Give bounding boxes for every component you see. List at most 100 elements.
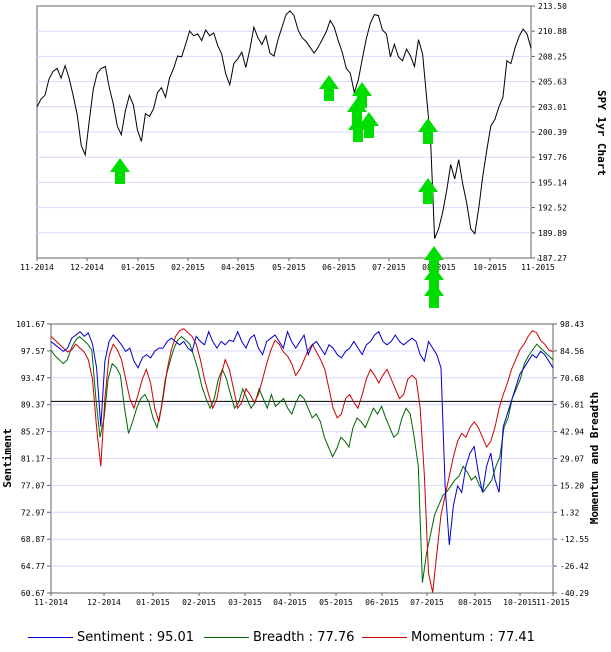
legend-item-breadth: Breadth : 77.76 bbox=[204, 630, 354, 645]
spy-x-tick-label: 05-2015 bbox=[272, 263, 306, 272]
spy-x-tick-label: 11-2015 bbox=[521, 263, 555, 272]
momentum-line bbox=[50, 328, 554, 593]
sentiment-y-tick-label: 97.57 bbox=[21, 347, 45, 356]
sentiment-y-tick-label: 101.67 bbox=[16, 320, 45, 329]
momentum-y-tick-label: 15.20 bbox=[560, 481, 584, 490]
spy-x-tick-label: 01-2015 bbox=[121, 263, 155, 272]
momentum-y-tick-label: 1.32 bbox=[560, 508, 579, 517]
legend-label-momentum: Momentum bbox=[411, 630, 486, 645]
green-up-arrow-icon bbox=[418, 178, 438, 204]
sentiment-y-tick-label: 93.47 bbox=[21, 374, 45, 383]
spy-y-tick-label: 187.27 bbox=[538, 254, 567, 263]
spy-x-tick-label: 11-2014 bbox=[20, 263, 54, 272]
sentiment-chart-x-ticks: 11-2014 12-2014 01-2015 02-2015 03-2015 04-20… bbox=[34, 593, 570, 607]
momentum-y-tick-label: 42.94 bbox=[560, 428, 584, 437]
momentum-y-tick-label: 70.68 bbox=[560, 374, 584, 383]
spy-chart-y-ticks: 213.50 210.88 208.25 205.63 203.01 200.39 197.… bbox=[531, 2, 567, 263]
sentiment-y-tick-label: 64.77 bbox=[21, 562, 45, 571]
legend-swatch-breadth bbox=[204, 637, 249, 638]
sentiment-x-tick-label: 02-2015 bbox=[182, 598, 216, 607]
momentum-y-tick-label: -26.42 bbox=[560, 562, 589, 571]
legend-swatch-sentiment bbox=[28, 637, 73, 638]
spy-y-tick-label: 189.89 bbox=[538, 229, 567, 238]
spy-x-tick-label: 02-2015 bbox=[171, 263, 205, 272]
momentum-y-tick-label: -40.29 bbox=[560, 589, 589, 598]
sentiment-x-tick-label: 03-2015 bbox=[228, 598, 262, 607]
spy-x-tick-label: 06-2015 bbox=[322, 263, 356, 272]
green-up-arrow-icon bbox=[347, 98, 367, 124]
spy-y-tick-label: 210.88 bbox=[538, 27, 567, 36]
legend: Sentiment : 95.01 Breadth : 77.76 Moment… bbox=[0, 628, 611, 650]
spy-x-tick-label: 04-2015 bbox=[221, 263, 255, 272]
spy-y-tick-label: 195.14 bbox=[538, 178, 567, 187]
sentiment-y-ticks-left: 101.67 97.57 93.47 89.37 85.27 81.17 77.07 72.9… bbox=[16, 320, 51, 598]
momentum-breadth-ylabel: Momentum and Breadth bbox=[588, 392, 601, 524]
sentiment-line bbox=[50, 330, 554, 545]
spy-x-tick-label: 12-2014 bbox=[70, 263, 104, 272]
spy-x-tick-label: 10-2015 bbox=[473, 263, 507, 272]
green-up-arrow-icon bbox=[424, 246, 444, 272]
spy-chart-x-ticks: 11-2014 12-2014 01-2015 02-2015 04-2015 05-20… bbox=[20, 258, 555, 272]
momentum-y-tick-label: 56.81 bbox=[560, 401, 584, 410]
sentiment-x-tick-label: 08-2015 bbox=[458, 598, 492, 607]
spy-price-line bbox=[36, 10, 532, 239]
legend-colon: : bbox=[485, 630, 498, 645]
sentiment-x-tick-label: 12-2014 bbox=[87, 598, 121, 607]
green-up-arrow-icon bbox=[424, 282, 444, 308]
sentiment-chart-grid bbox=[51, 350, 553, 567]
sentiment-y-tick-label: 68.87 bbox=[21, 535, 45, 544]
spy-chart-ylabel: SPY 1yr Chart bbox=[595, 90, 608, 176]
legend-item-sentiment: Sentiment : 95.01 bbox=[28, 630, 194, 645]
legend-swatch-momentum bbox=[362, 637, 407, 638]
green-up-arrow-icon bbox=[359, 112, 379, 138]
sentiment-y-tick-label: 89.37 bbox=[21, 401, 45, 410]
momentum-y-tick-label: 98.43 bbox=[560, 320, 584, 329]
sentiment-chart: 101.67 97.57 93.47 89.37 85.27 81.17 77.07 72.9… bbox=[1, 320, 601, 607]
sentiment-x-tick-label: 11-2014 bbox=[34, 598, 68, 607]
spy-y-tick-label: 208.25 bbox=[538, 52, 567, 61]
spy-y-tick-label: 200.39 bbox=[538, 128, 567, 137]
spy-y-tick-label: 203.01 bbox=[538, 103, 567, 112]
spy-chart-grid bbox=[37, 30, 531, 234]
sentiment-y-tick-label: 81.17 bbox=[21, 455, 45, 464]
legend-value-sentiment: 95.01 bbox=[156, 630, 195, 645]
green-up-arrow-icon bbox=[418, 118, 438, 144]
sentiment-x-tick-label: 01-2015 bbox=[136, 598, 170, 607]
spy-chart: 213.50 210.88 208.25 205.63 203.01 200.39 197.… bbox=[20, 2, 608, 308]
green-up-arrow-icon bbox=[348, 116, 368, 142]
green-up-arrow-icon bbox=[319, 75, 339, 101]
legend-value-momentum: 77.41 bbox=[497, 630, 535, 645]
sentiment-y-tick-label: 60.67 bbox=[21, 589, 45, 598]
green-up-arrow-icon bbox=[110, 158, 130, 184]
spy-x-tick-label: 08-2015 bbox=[422, 263, 456, 272]
spy-y-tick-label: 192.52 bbox=[538, 204, 567, 213]
legend-label-breadth: Breadth bbox=[253, 630, 305, 645]
spy-y-tick-label: 197.76 bbox=[538, 153, 567, 162]
sentiment-x-tick-label: 05-2015 bbox=[319, 598, 353, 607]
green-up-arrow-icon bbox=[424, 266, 444, 292]
spy-y-tick-label: 205.63 bbox=[538, 78, 567, 87]
buy-signal-arrows bbox=[110, 75, 444, 308]
sentiment-ylabel: Sentiment bbox=[1, 428, 14, 488]
momentum-y-tick-label: -12.55 bbox=[560, 535, 589, 544]
sentiment-x-tick-label: 04-2015 bbox=[273, 598, 307, 607]
sentiment-x-tick-label: 10-2015 bbox=[503, 598, 537, 607]
momentum-y-tick-label: 29.07 bbox=[560, 455, 584, 464]
legend-label-sentiment: Sentiment bbox=[77, 630, 145, 645]
legend-colon: : bbox=[144, 630, 157, 645]
legend-item-momentum: Momentum : 77.41 bbox=[362, 630, 535, 645]
legend-value-breadth: 77.76 bbox=[317, 630, 355, 645]
breadth-line bbox=[50, 335, 554, 583]
sentiment-x-tick-label: 11-2015 bbox=[536, 598, 570, 607]
sentiment-x-tick-label: 06-2015 bbox=[365, 598, 399, 607]
momentum-y-tick-label: 84.56 bbox=[560, 347, 584, 356]
spy-y-tick-label: 213.50 bbox=[538, 2, 567, 11]
sentiment-y-tick-label: 77.07 bbox=[21, 481, 45, 490]
sentiment-x-tick-label: 07-2015 bbox=[410, 598, 444, 607]
spy-x-tick-label: 07-2015 bbox=[372, 263, 406, 272]
sentiment-y-tick-label: 72.97 bbox=[21, 508, 45, 517]
sentiment-y-ticks-right: 98.43 84.56 70.68 56.81 42.94 29.07 15.20 1.32 -… bbox=[553, 320, 589, 598]
sentiment-y-tick-label: 85.27 bbox=[21, 428, 45, 437]
legend-colon: : bbox=[304, 630, 318, 645]
